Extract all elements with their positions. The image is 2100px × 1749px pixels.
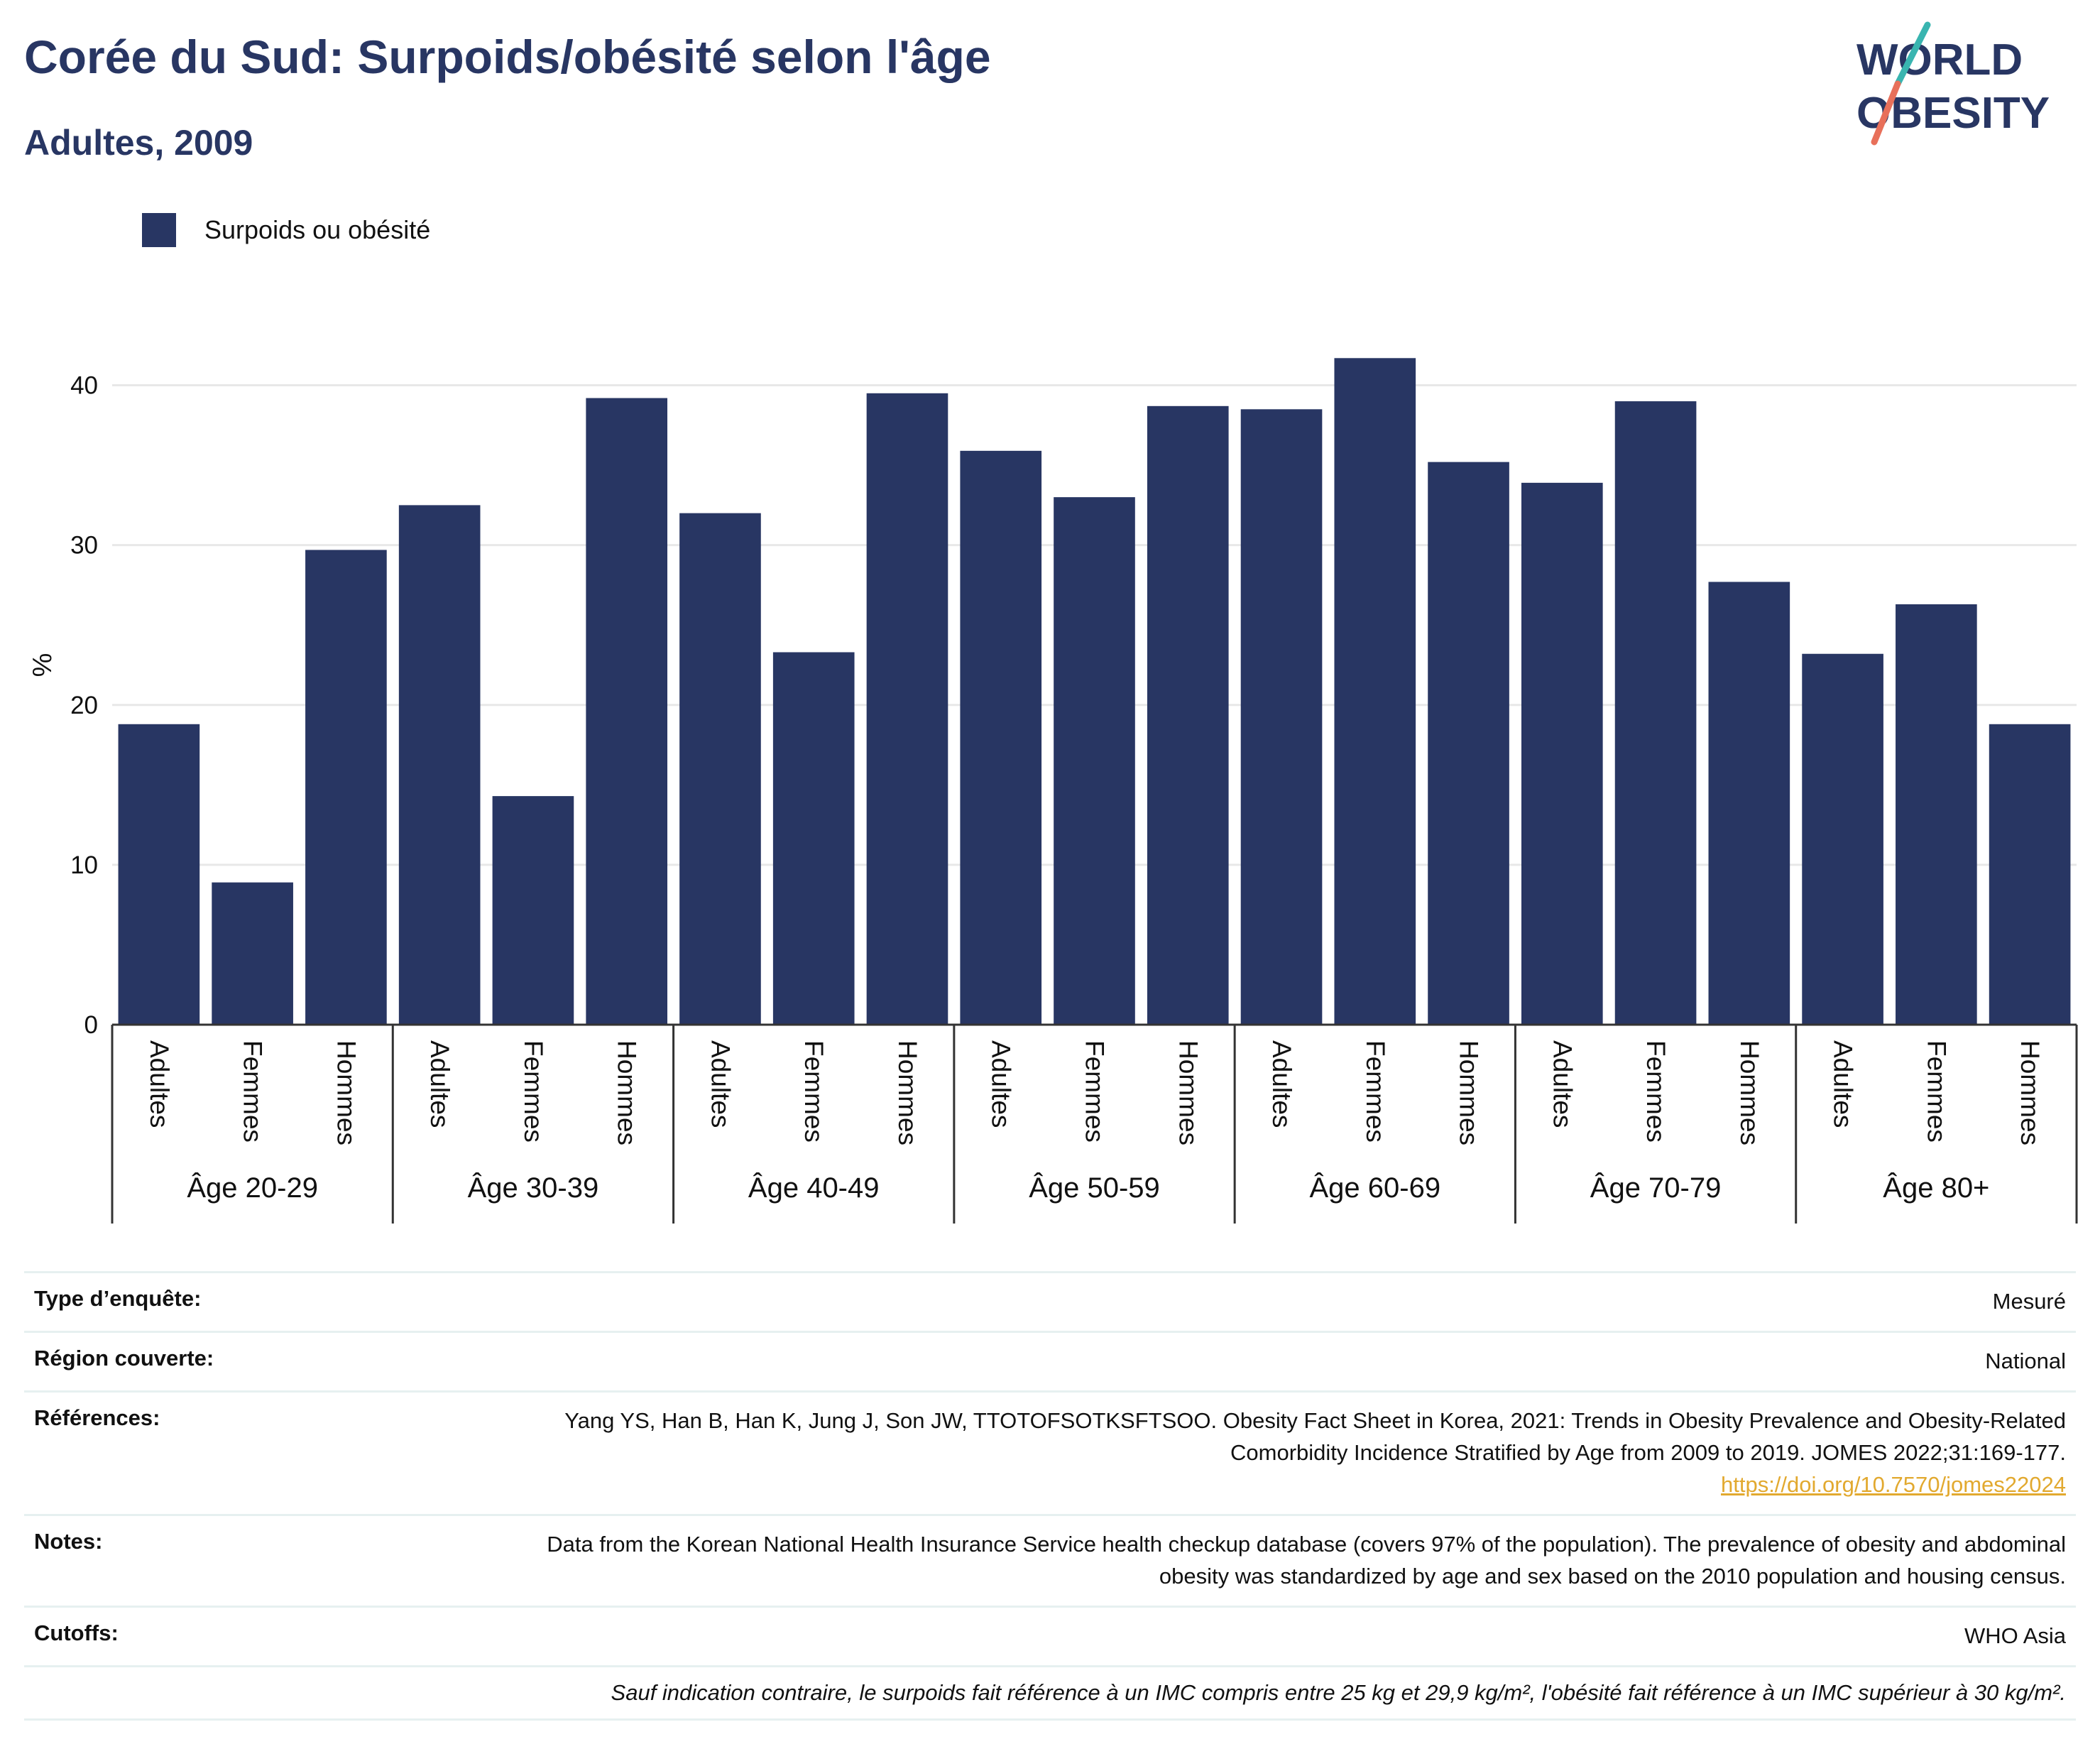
x-group-label: Âge 50-59 — [1029, 1172, 1160, 1204]
bar — [1708, 582, 1790, 1025]
info-row-survey-type: Type d’enquête: Mesuré — [24, 1271, 2076, 1333]
footnote-text: Sauf indication contraire, le surpoids f… — [611, 1679, 2066, 1705]
x-subcategory-label: Femmes — [1641, 1040, 1670, 1143]
x-subcategory-label: Hommes — [1455, 1040, 1484, 1145]
info-key: Cutoffs: — [34, 1620, 119, 1645]
bar — [1147, 405, 1229, 1025]
info-row-references: Références: Yang YS, Han B, Han K, Jung … — [24, 1393, 2076, 1516]
bar — [1240, 409, 1323, 1025]
bar — [398, 505, 481, 1025]
x-subcategory-label: Adultes — [1267, 1040, 1296, 1128]
bar — [1614, 401, 1697, 1025]
bar — [1054, 497, 1135, 1025]
x-subcategory-label: Adultes — [425, 1040, 454, 1128]
info-key: Notes: — [34, 1528, 103, 1554]
info-key: Région couverte: — [34, 1345, 214, 1371]
x-subcategory-label: Femmes — [1081, 1040, 1110, 1143]
x-group-label: Âge 40-49 — [748, 1172, 880, 1204]
info-row-notes: Notes: Data from the Korean National Hea… — [24, 1516, 2076, 1608]
bar — [212, 882, 293, 1025]
logo-slash-bottom — [1871, 80, 1901, 146]
info-value: Data from the Korean National Health Ins… — [547, 1531, 2066, 1589]
x-subcategory-label: Adultes — [706, 1040, 735, 1128]
info-key: Type d’enquête: — [34, 1286, 202, 1311]
info-value: Mesuré — [1992, 1289, 2066, 1314]
bar-chart: 0 10 20 30 40% Adultes Femmes Hommes Adultes Femm… — [28, 358, 2078, 1224]
y-tick-label: 20 — [70, 692, 98, 719]
bar — [1802, 653, 1883, 1025]
world-obesity-logo: WORLD OBESITY — [1856, 21, 2050, 146]
x-subcategory-label: Hommes — [613, 1040, 642, 1145]
x-subcategory-label: Adultes — [1548, 1040, 1577, 1128]
y-tick-label: 30 — [70, 532, 98, 560]
x-subcategory-label: Hommes — [2016, 1040, 2045, 1145]
y-tick-label: 10 — [70, 851, 98, 879]
legend: Surpoids ou obésité — [142, 213, 430, 247]
logo-line1: WORLD — [1856, 36, 2023, 85]
x-group-label: Âge 20-29 — [187, 1172, 318, 1204]
x-subcategory-label: Adultes — [145, 1040, 174, 1128]
bar — [118, 724, 200, 1025]
legend-label: Surpoids ou obésité — [204, 215, 431, 244]
logo-slash-top — [1894, 21, 1931, 87]
x-subcategory-label: Femmes — [239, 1040, 268, 1143]
bar — [1334, 358, 1416, 1025]
bar — [772, 652, 855, 1025]
y-axis-label: % — [28, 653, 58, 677]
bar — [960, 450, 1042, 1025]
info-table: Type d’enquête: Mesuré Région couverte: … — [24, 1271, 2076, 1721]
x-subcategory-label: Hommes — [1174, 1040, 1203, 1145]
bar — [1896, 604, 1977, 1025]
bar — [679, 513, 761, 1025]
y-tick-label: 40 — [70, 372, 98, 400]
x-subcategory-label: Hommes — [332, 1040, 361, 1145]
info-key: Références: — [34, 1405, 160, 1430]
info-value: Yang YS, Han B, Han K, Jung J, Son JW, T… — [504, 1405, 2066, 1501]
bar — [586, 398, 668, 1025]
legend-swatch — [142, 213, 176, 247]
bar — [305, 550, 387, 1025]
reference-text: Yang YS, Han B, Han K, Jung J, Son JW, T… — [564, 1407, 2066, 1465]
chart-subtitle: Adultes, 2009 — [24, 123, 253, 163]
x-group-label: Âge 60-69 — [1309, 1172, 1440, 1204]
x-subcategory-label: Femmes — [799, 1040, 828, 1143]
y-tick-label: 0 — [84, 1011, 98, 1039]
x-subcategory-label: Hommes — [893, 1040, 922, 1145]
bar — [866, 393, 948, 1025]
x-subcategory-label: Hommes — [1735, 1040, 1764, 1145]
bar — [492, 796, 574, 1025]
x-group-label: Âge 70-79 — [1590, 1172, 1722, 1204]
info-row-region: Région couverte: National — [24, 1333, 2076, 1393]
info-row-cutoffs: Cutoffs: WHO Asia — [24, 1608, 2076, 1667]
info-value: National — [1985, 1348, 2066, 1373]
bar — [1428, 462, 1509, 1025]
info-value: WHO Asia — [1964, 1623, 2066, 1648]
x-group-label: Âge 80+ — [1883, 1172, 1989, 1204]
bar — [1989, 724, 2071, 1025]
x-subcategory-label: Femmes — [1922, 1040, 1951, 1143]
x-group-label: Âge 30-39 — [468, 1172, 599, 1204]
x-subcategory-label: Femmes — [519, 1040, 548, 1143]
x-subcategory-label: Adultes — [987, 1040, 1016, 1128]
info-footnote: Sauf indication contraire, le surpoids f… — [24, 1667, 2076, 1721]
chart-title: Corée du Sud: Surpoids/obésité selon l'â… — [24, 31, 991, 83]
reference-link[interactable]: https://doi.org/10.7570/jomes22024 — [1720, 1471, 2066, 1497]
bar — [1521, 482, 1603, 1025]
x-subcategory-label: Femmes — [1361, 1040, 1390, 1143]
x-subcategory-label: Adultes — [1829, 1040, 1858, 1128]
